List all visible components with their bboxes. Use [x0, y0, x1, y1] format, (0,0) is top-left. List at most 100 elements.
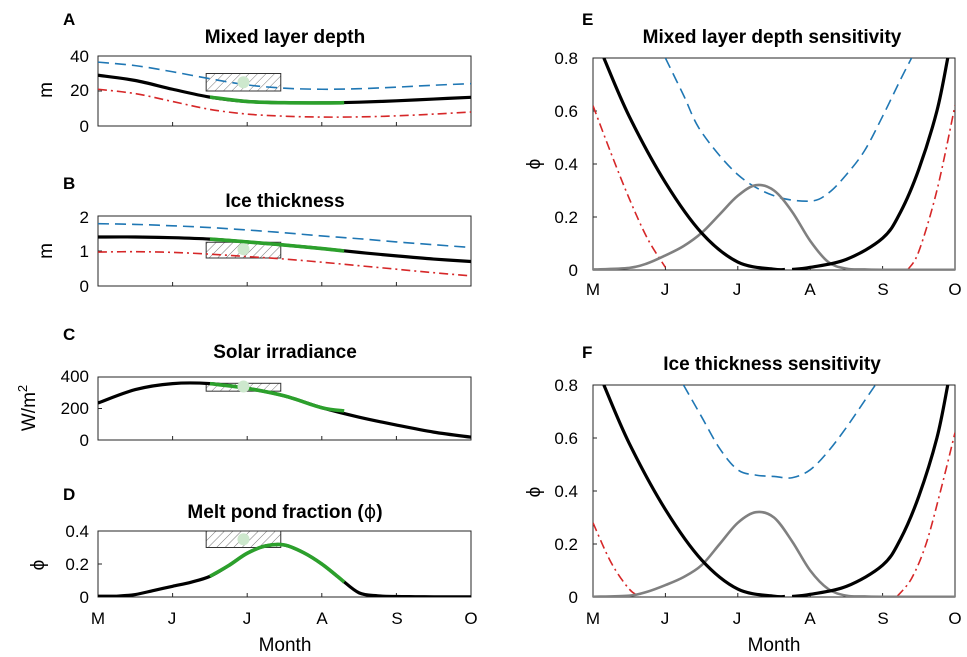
panel-letter: B	[63, 174, 75, 193]
y-tick-label: 2	[80, 208, 89, 227]
x-tick-label: J	[733, 609, 742, 628]
y-tick-label: 20	[70, 81, 89, 100]
upper-dashed-line	[682, 385, 877, 479]
y-axis-label: m	[36, 243, 57, 259]
y-tick-label: 0	[80, 431, 89, 450]
x-tick-label: S	[391, 609, 402, 628]
lower-dashdot-line	[896, 432, 955, 597]
x-tick-label: J	[168, 609, 177, 628]
x-tick-label: O	[948, 609, 961, 628]
panel-f: F Ice thickness sensitivity ϕ 0 0.2 0.4 …	[524, 343, 962, 656]
x-axis-label: Month	[748, 635, 801, 656]
highlight-line	[209, 542, 346, 584]
panel-letter: D	[63, 485, 75, 504]
lower-dashdot-line	[907, 105, 955, 270]
panel-b: B Ice thickness m 0 1 2	[36, 174, 472, 296]
lower-dashdot-line	[98, 88, 471, 118]
y-tick-label: 0	[80, 277, 89, 296]
y-axis-label: ϕ	[524, 159, 545, 170]
x-tick-label: J	[733, 280, 742, 299]
y-tick-label: 400	[61, 367, 89, 386]
x-tick-label: M	[586, 609, 600, 628]
plot-area	[97, 55, 472, 127]
panel-letter: A	[63, 10, 75, 29]
panel-e: E Mixed layer depth sensitivity ϕ 0 0.2 …	[524, 10, 962, 299]
y-tick-label: 0.8	[554, 49, 578, 68]
x-tick-label: S	[877, 280, 888, 299]
highlight-line	[209, 95, 345, 105]
x-axis-label: Month	[259, 635, 312, 656]
panel-title: Ice thickness sensitivity	[663, 354, 881, 375]
x-tick-label: M	[586, 280, 600, 299]
baseline-line	[98, 73, 471, 105]
highlight-line	[209, 237, 345, 253]
y-tick-label: 0	[80, 117, 89, 136]
y-axis-label: m	[36, 82, 57, 98]
y-tick-label: 0.8	[554, 376, 578, 395]
panel-title: Solar irradiance	[213, 342, 357, 363]
plot-area	[97, 215, 472, 287]
gray-line	[593, 510, 955, 597]
panel-title: Melt pond fraction (ϕ)	[187, 501, 382, 523]
x-tick-label: O	[464, 609, 477, 628]
y-axis-label: ϕ	[28, 560, 49, 571]
panel-title: Ice thickness	[225, 191, 344, 212]
baseline-line	[791, 385, 950, 597]
y-tick-label: 0	[80, 588, 89, 607]
x-tick-label: O	[948, 280, 961, 299]
panel-title: Mixed layer depth	[205, 27, 366, 48]
y-tick-label: 0.4	[554, 482, 578, 501]
y-axis-label: W/m2	[15, 385, 40, 431]
panel-letter: F	[582, 343, 592, 362]
axes-frame	[97, 215, 472, 287]
plot-area	[592, 384, 956, 598]
plot-area	[592, 57, 956, 271]
observation-marker	[237, 243, 250, 256]
x-tick-label: A	[804, 280, 816, 299]
lower-dashdot-line	[593, 105, 667, 268]
y-tick-label: 0.6	[554, 102, 578, 121]
panel-letter: E	[582, 10, 593, 29]
y-tick-label: 0	[569, 588, 578, 607]
y-tick-label: 1	[80, 242, 89, 261]
y-tick-label: 0.4	[554, 155, 578, 174]
y-tick-label: 0.2	[554, 208, 578, 227]
baseline-line	[602, 385, 785, 597]
x-tick-label: M	[91, 609, 105, 628]
x-tick-label: A	[316, 609, 328, 628]
lower-dashdot-line	[98, 250, 471, 277]
x-tick-label: J	[243, 609, 252, 628]
y-axis-label: ϕ	[524, 487, 545, 498]
upper-dashed-line	[98, 61, 471, 91]
observation-marker	[237, 76, 250, 89]
x-tick-label: S	[877, 609, 888, 628]
axes-frame	[592, 57, 956, 271]
observation-marker	[237, 533, 250, 546]
y-tick-label: 0	[569, 261, 578, 280]
y-tick-label: 0.6	[554, 429, 578, 448]
baseline-line	[98, 235, 471, 264]
panel-title: Mixed layer depth sensitivity	[643, 27, 902, 48]
baseline-line	[98, 381, 471, 439]
y-tick-label: 200	[61, 399, 89, 418]
panel-d: D Melt pond fraction (ϕ) ϕ 0 0.2 0.4 M J…	[28, 485, 478, 656]
upper-dashed-line	[664, 58, 913, 202]
highlight-line	[209, 381, 345, 413]
x-tick-label: A	[804, 609, 816, 628]
plot-area	[97, 530, 472, 598]
baseline-line	[98, 542, 471, 597]
x-tick-label: J	[661, 609, 670, 628]
y-tick-label: 0.2	[554, 535, 578, 554]
upper-dashed-line	[98, 222, 471, 249]
x-tick-label: J	[661, 280, 670, 299]
axes-frame	[97, 55, 472, 127]
axes-frame	[592, 384, 956, 598]
observation-marker	[237, 380, 250, 393]
gray-line	[593, 183, 955, 270]
y-tick-label: 0.2	[65, 555, 89, 574]
panel-letter: C	[63, 325, 75, 344]
axes-frame	[97, 530, 472, 598]
panel-a: A Mixed layer depth m 0 20 40	[36, 10, 472, 136]
plot-area	[97, 376, 472, 441]
